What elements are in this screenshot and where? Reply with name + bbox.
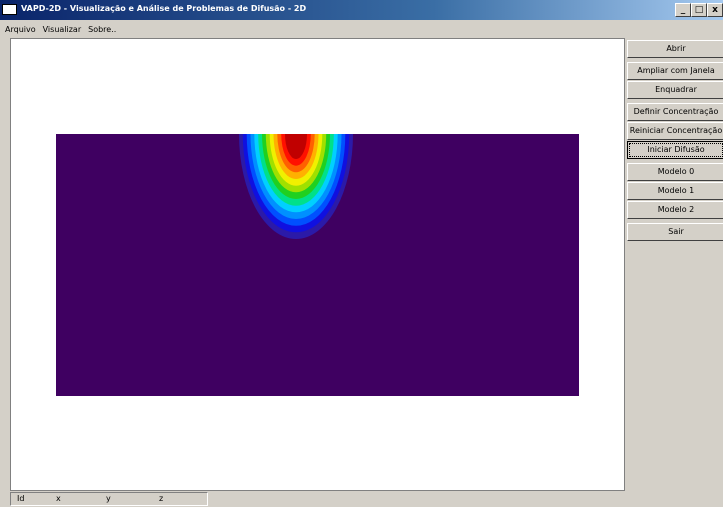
- status-id-label: Id: [17, 494, 25, 503]
- menu-sobre[interactable]: Sobre..: [88, 24, 117, 34]
- diffusion-plot[interactable]: [56, 134, 579, 396]
- button-panel: Abrir Ampliar com Janela Enquadrar Defin…: [625, 38, 723, 491]
- menu-bar: Arquivo Visualizar Sobre..: [0, 20, 723, 38]
- reiniciar-concentracao-button[interactable]: Reiniciar Concentração: [627, 122, 723, 140]
- enquadrar-button[interactable]: Enquadrar: [627, 81, 723, 99]
- contour-band-13: [285, 134, 307, 159]
- close-button[interactable]: x: [707, 3, 723, 17]
- minimize-button[interactable]: _: [675, 3, 691, 17]
- title-bar: VAPD-2D - Visualização e Análise de Prob…: [0, 0, 723, 20]
- sair-button[interactable]: Sair: [627, 223, 723, 241]
- modelo-1-button[interactable]: Modelo 1: [627, 182, 723, 200]
- modelo-0-button[interactable]: Modelo 0: [627, 163, 723, 181]
- drawing-canvas[interactable]: [10, 38, 625, 491]
- maximize-button[interactable]: □: [691, 3, 707, 17]
- status-z-label: z: [159, 494, 164, 503]
- modelo-2-button[interactable]: Modelo 2: [627, 201, 723, 219]
- menu-visualizar[interactable]: Visualizar: [42, 24, 82, 34]
- menu-arquivo[interactable]: Arquivo: [5, 24, 36, 34]
- ampliar-janela-button[interactable]: Ampliar com Janela: [627, 62, 723, 80]
- status-x-label: x: [56, 494, 61, 503]
- coordinate-readout: Id x y z: [10, 492, 208, 506]
- window-title: VAPD-2D - Visualização e Análise de Prob…: [21, 4, 307, 13]
- abrir-button[interactable]: Abrir: [627, 40, 723, 58]
- status-bar: Id x y z: [0, 491, 723, 507]
- concentration-contours: [239, 134, 353, 239]
- iniciar-difusao-button[interactable]: Iniciar Difusão: [627, 141, 723, 159]
- app-icon: [2, 4, 17, 15]
- status-y-label: y: [106, 494, 111, 503]
- definir-concentracao-button[interactable]: Definir Concentração: [627, 103, 723, 121]
- window-controls: _ □ x: [675, 3, 723, 17]
